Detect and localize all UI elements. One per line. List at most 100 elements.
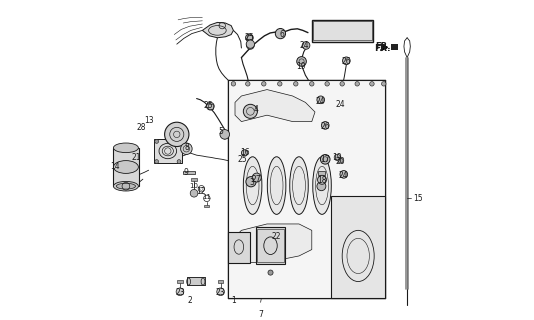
Circle shape	[302, 42, 310, 49]
Text: FR.: FR.	[374, 44, 391, 53]
Bar	[391, 44, 398, 50]
Circle shape	[155, 160, 159, 164]
Text: 19: 19	[296, 62, 305, 71]
Text: 25: 25	[204, 101, 214, 110]
Circle shape	[231, 82, 235, 86]
Ellipse shape	[113, 161, 138, 173]
Text: 24: 24	[316, 97, 326, 106]
Text: 12: 12	[196, 188, 206, 196]
Text: 1: 1	[231, 296, 236, 305]
Circle shape	[246, 82, 250, 86]
Bar	[191, 178, 197, 181]
Bar	[208, 104, 213, 109]
Circle shape	[276, 28, 286, 39]
Text: 26: 26	[342, 57, 351, 66]
Circle shape	[320, 155, 330, 164]
Text: 24: 24	[339, 171, 349, 180]
Text: 15: 15	[413, 194, 423, 203]
Ellipse shape	[116, 183, 136, 189]
Text: 27: 27	[252, 175, 262, 184]
Text: 19: 19	[333, 153, 342, 162]
Text: 28: 28	[137, 124, 146, 132]
Circle shape	[246, 40, 255, 48]
Circle shape	[177, 160, 181, 164]
Bar	[247, 35, 252, 40]
Ellipse shape	[113, 143, 138, 153]
Polygon shape	[235, 224, 312, 262]
Circle shape	[370, 82, 374, 86]
Text: 23: 23	[175, 288, 185, 297]
Polygon shape	[235, 90, 315, 122]
Bar	[331, 196, 386, 298]
Circle shape	[220, 130, 230, 139]
Text: 23: 23	[216, 288, 225, 297]
Text: 5: 5	[218, 127, 223, 136]
Bar	[183, 171, 195, 174]
Circle shape	[207, 102, 214, 110]
Circle shape	[334, 154, 341, 161]
Text: 24: 24	[300, 41, 310, 50]
Ellipse shape	[244, 157, 262, 214]
Bar	[205, 205, 209, 207]
Bar	[257, 229, 284, 262]
Bar	[256, 227, 285, 264]
Circle shape	[325, 82, 329, 86]
Circle shape	[294, 82, 298, 86]
Circle shape	[190, 189, 198, 197]
Circle shape	[278, 82, 282, 86]
Circle shape	[246, 34, 253, 42]
Polygon shape	[202, 22, 233, 38]
Circle shape	[338, 158, 343, 163]
Circle shape	[247, 42, 254, 49]
Ellipse shape	[113, 181, 138, 191]
Circle shape	[262, 82, 266, 86]
Circle shape	[310, 82, 314, 86]
Circle shape	[317, 96, 325, 104]
Ellipse shape	[268, 157, 286, 214]
Text: 4: 4	[253, 105, 258, 114]
Circle shape	[340, 82, 344, 86]
Bar	[113, 148, 139, 186]
Circle shape	[317, 182, 326, 191]
Circle shape	[177, 140, 181, 143]
Text: 17: 17	[320, 155, 329, 164]
Text: 2: 2	[187, 296, 192, 305]
Text: 26: 26	[320, 122, 330, 131]
Text: 9: 9	[184, 168, 189, 177]
Text: 25: 25	[245, 33, 254, 42]
Bar	[218, 280, 223, 283]
Circle shape	[355, 82, 359, 86]
Text: 7: 7	[258, 310, 263, 319]
Circle shape	[164, 122, 189, 147]
Circle shape	[155, 140, 159, 143]
Text: 25: 25	[237, 156, 247, 164]
Circle shape	[180, 143, 192, 155]
Text: 10: 10	[190, 183, 199, 189]
Text: 16: 16	[240, 148, 250, 157]
Text: FR.: FR.	[375, 42, 390, 51]
Text: 18: 18	[317, 176, 327, 185]
Text: 24: 24	[335, 100, 345, 109]
Circle shape	[241, 150, 248, 156]
Text: 21: 21	[132, 153, 141, 162]
Text: 13: 13	[145, 116, 154, 125]
Circle shape	[217, 288, 224, 296]
Text: 11: 11	[202, 194, 211, 200]
Text: 3: 3	[249, 178, 254, 187]
Bar	[313, 21, 372, 40]
Circle shape	[252, 173, 261, 182]
Bar	[177, 280, 183, 283]
Bar	[228, 232, 250, 263]
Circle shape	[246, 177, 256, 187]
Text: 22: 22	[271, 232, 281, 241]
Circle shape	[176, 288, 184, 296]
Text: 6: 6	[280, 30, 285, 39]
Circle shape	[381, 82, 386, 86]
Circle shape	[268, 270, 273, 275]
Circle shape	[321, 122, 329, 129]
Bar	[228, 80, 386, 298]
Ellipse shape	[290, 157, 308, 214]
Text: 20: 20	[336, 157, 345, 166]
Circle shape	[297, 57, 307, 66]
Circle shape	[342, 57, 350, 65]
